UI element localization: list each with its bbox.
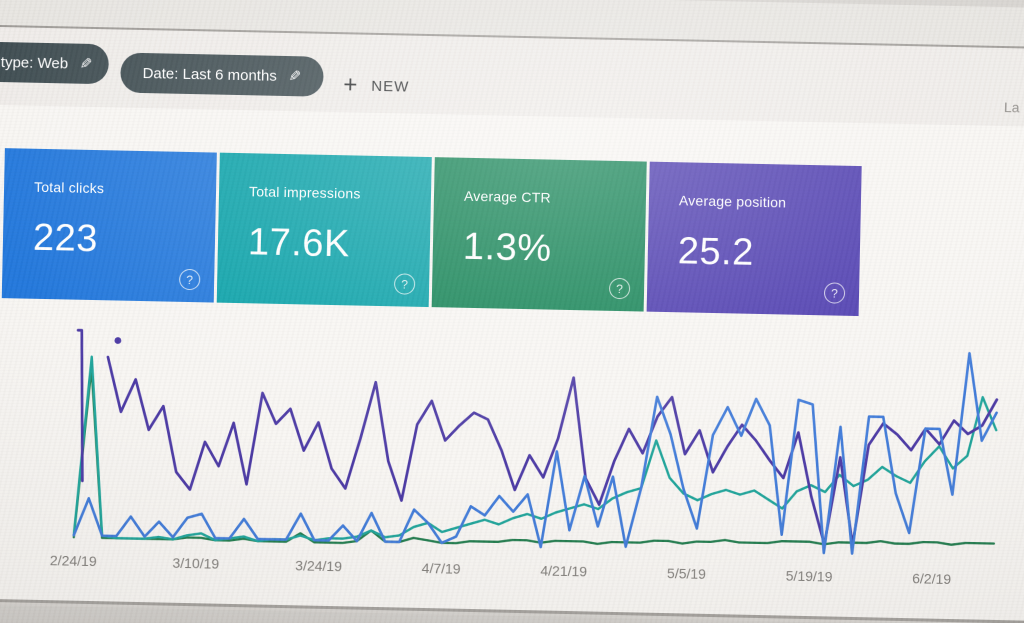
card-average-ctr[interactable]: Average CTR 1.3% ?	[431, 157, 647, 312]
plus-icon: +	[343, 71, 358, 99]
card-label: Total impressions	[248, 183, 361, 202]
x-tick-label: 5/19/19	[786, 568, 833, 585]
x-tick-label: 3/10/19	[172, 555, 219, 572]
card-label: Total clicks	[33, 178, 105, 197]
card-value: 1.3%	[462, 225, 552, 270]
x-tick-label: 3/24/19	[295, 557, 342, 574]
pencil-icon[interactable]: ✎	[79, 55, 93, 73]
filter-chip-label: type: Web	[0, 53, 69, 72]
card-total-clicks[interactable]: Total clicks 223 ?	[1, 148, 217, 303]
filter-chip-search-type[interactable]: type: Web ✎	[0, 40, 110, 85]
help-icon[interactable]: ?	[393, 273, 416, 295]
new-button-label: NEW	[371, 77, 410, 96]
card-value: 25.2	[677, 230, 755, 274]
pencil-icon[interactable]: ✎	[288, 68, 302, 86]
x-tick-label: 2/24/19	[50, 552, 97, 569]
help-icon[interactable]: ?	[178, 268, 201, 291]
series-ctr	[72, 366, 995, 546]
x-tick-label: 4/21/19	[540, 562, 587, 579]
metric-cards-row: Total clicks 223 ? Total impressions 17.…	[1, 148, 862, 317]
card-total-impressions[interactable]: Total impressions 17.6K ?	[216, 152, 432, 308]
help-icon[interactable]: ?	[823, 282, 846, 304]
filter-chip-label: Date: Last 6 months	[142, 64, 277, 85]
card-value: 17.6K	[247, 221, 351, 266]
performance-chart[interactable]: 2/24/19 3/10/19 3/24/19 4/7/19 4/21/19 5/5/19…	[43, 311, 1008, 591]
new-filter-button[interactable]: + NEW	[343, 67, 410, 104]
card-average-position[interactable]: Average position 25.2 ?	[646, 161, 862, 317]
x-tick-label: 4/7/19	[422, 560, 461, 577]
card-label: Average position	[678, 192, 787, 211]
series-position-artifact	[76, 328, 84, 483]
help-icon[interactable]: ?	[608, 277, 631, 300]
card-label: Average CTR	[463, 187, 551, 206]
card-value: 223	[32, 216, 99, 261]
stray-data-point	[114, 337, 122, 344]
last-updated-truncated-text: La	[1003, 99, 1020, 116]
x-tick-label: 6/2/19	[912, 570, 951, 587]
filter-chip-date-range[interactable]: Date: Last 6 months ✎	[120, 52, 324, 97]
series-clicks	[72, 351, 998, 555]
x-tick-label: 5/5/19	[667, 565, 706, 582]
